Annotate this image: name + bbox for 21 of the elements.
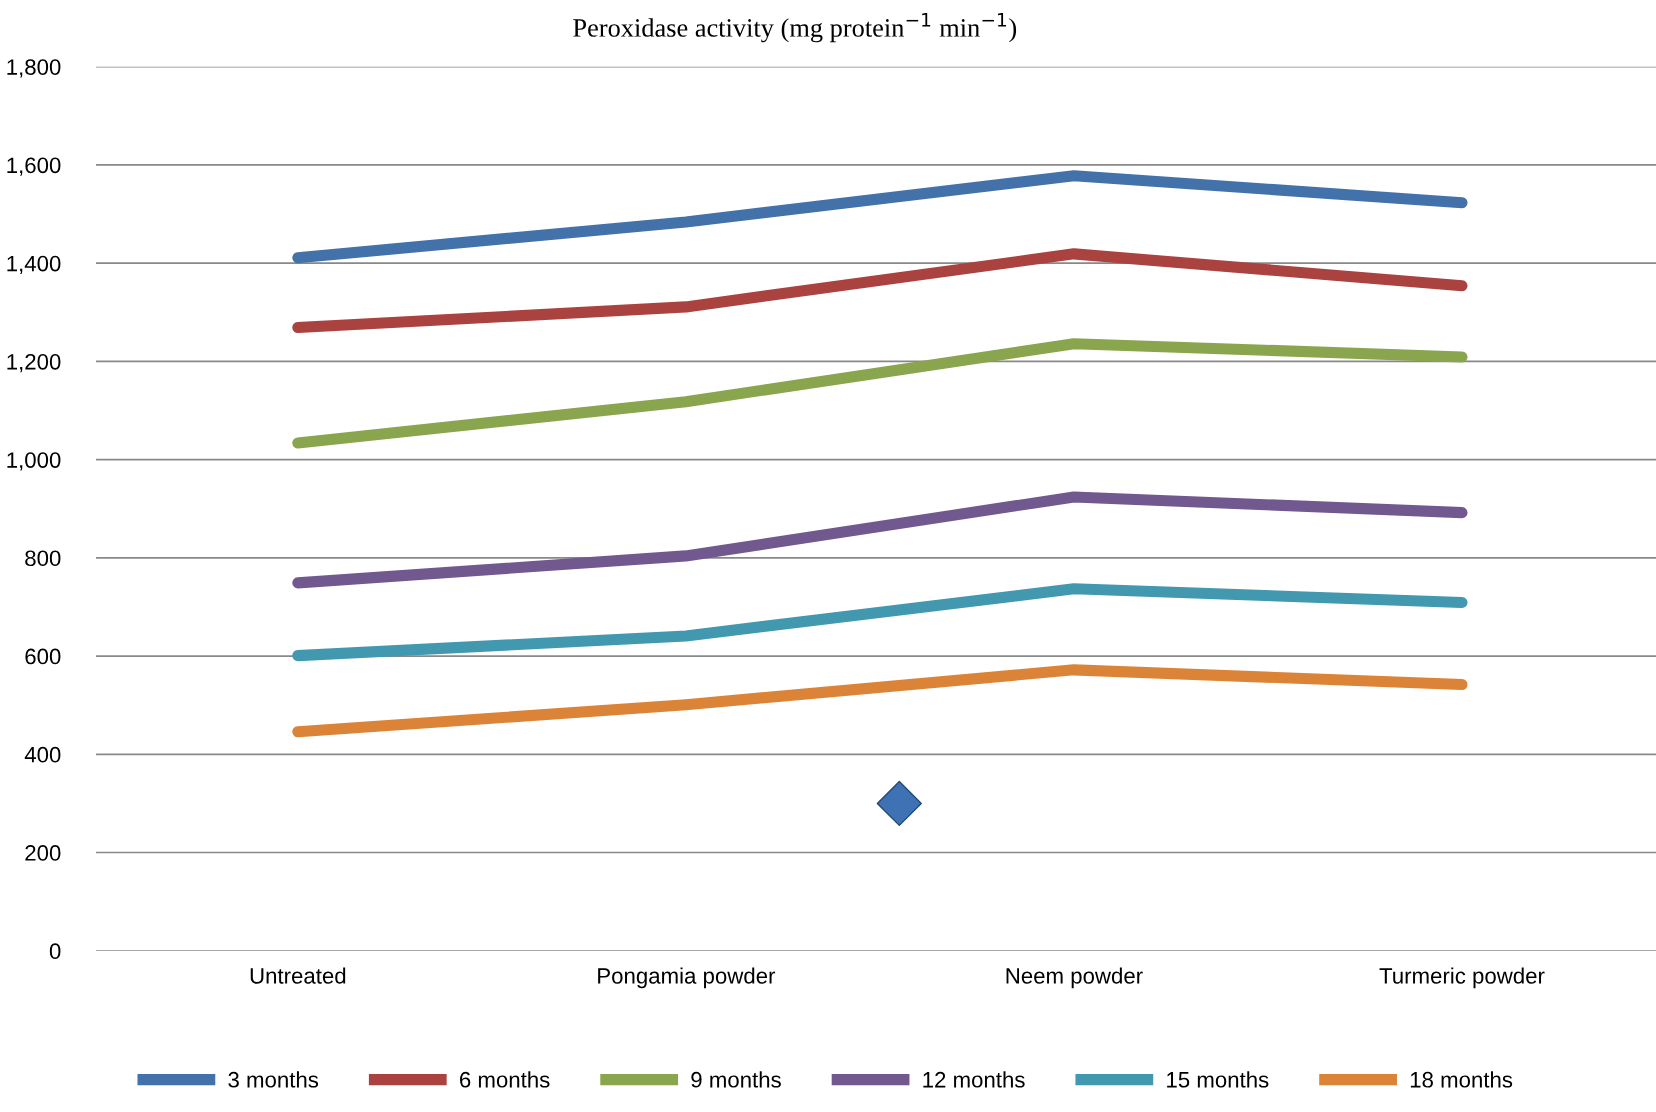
x-tick-label: Turmeric powder (1379, 967, 1545, 989)
y-tick-label: 400 (24, 746, 61, 763)
legend-label: 18 months (1410, 1071, 1513, 1088)
legend-label: 15 months (1167, 1071, 1269, 1088)
x-tick-label: Pongamia powder (598, 967, 776, 989)
x-tick-label: Untreated (250, 967, 346, 984)
y-tick-label: 200 (25, 845, 61, 861)
y-tick-label: 1,200 (7, 353, 61, 373)
y-tick-label: 600 (25, 648, 61, 665)
y-tick-label: 1,800 (7, 59, 61, 78)
legend-label: 12 months (923, 1071, 1025, 1088)
y-tick-label: 0 (49, 943, 61, 960)
y-tick-label: 1,400 (7, 255, 61, 275)
y-tick-label: 1,000 (7, 452, 61, 471)
legend-label: 6 months (460, 1071, 550, 1088)
legend-label: 3 months (228, 1071, 319, 1088)
chart-title: Peroxidase activity (mg protein$^{−1}$ min$^{−1}$) (573, 13, 1017, 43)
x-tick-label: Neem powder (1006, 967, 1143, 989)
y-tick-label: 800 (25, 550, 61, 567)
legend-label: 9 months (691, 1071, 781, 1088)
y-tick-label: 1,600 (7, 157, 61, 176)
